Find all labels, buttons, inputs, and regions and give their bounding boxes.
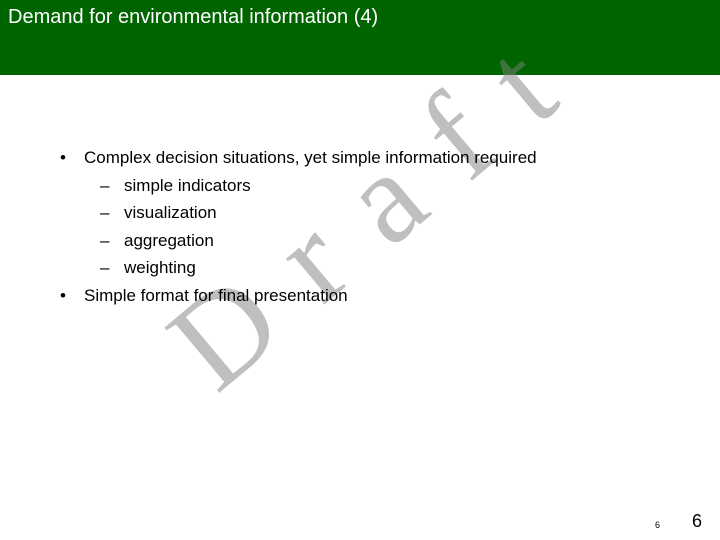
slide-content: D r a f t • Complex decision situations,… [0,75,720,308]
page-number-small: 6 [655,520,660,530]
bullet-dash: – [100,228,124,254]
page-number-large: 6 [692,511,702,532]
slide-title: Demand for environmental information (4) [8,6,378,28]
list-item-text: Complex decision situations, yet simple … [84,145,537,171]
list-item-text: weighting [124,255,196,281]
list-item: – aggregation [100,228,690,254]
title-bar: Demand for environmental information (4) [0,0,720,75]
list-item-text: visualization [124,200,217,226]
list-item: • Simple format for final presentation [60,283,690,309]
bullet-dash: – [100,173,124,199]
bullet-dash: – [100,200,124,226]
list-item-text: Simple format for final presentation [84,283,348,309]
list-item: – visualization [100,200,690,226]
bullet-dot: • [60,145,84,171]
list-item-text: aggregation [124,228,214,254]
bullet-dot: • [60,283,84,309]
bullet-dash: – [100,255,124,281]
list-item: – weighting [100,255,690,281]
list-item: – simple indicators [100,173,690,199]
list-item-text: simple indicators [124,173,251,199]
list-item: • Complex decision situations, yet simpl… [60,145,690,171]
bullet-list: • Complex decision situations, yet simpl… [60,145,690,308]
